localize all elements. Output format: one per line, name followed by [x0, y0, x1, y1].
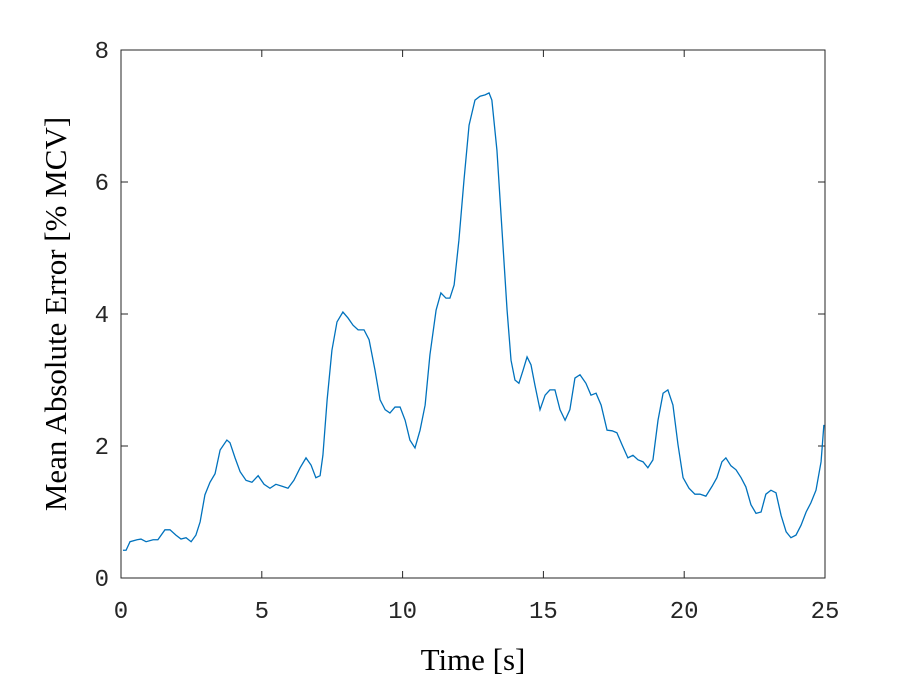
y-tick-label: 6: [95, 171, 109, 198]
x-tick-label: 10: [388, 599, 417, 626]
plot-area: [120, 49, 826, 579]
y-tick-label: 0: [95, 567, 109, 594]
y-tick-label: 8: [95, 39, 109, 66]
data-line: [122, 91, 825, 551]
x-axis-label: Time [s]: [421, 642, 526, 677]
y-tick-label: 2: [95, 435, 109, 462]
y-axis-label: Mean Absolute Error [% MCV]: [38, 117, 73, 511]
x-tick-label: 5: [255, 599, 269, 626]
x-tick-label: 15: [529, 599, 558, 626]
x-tick-label: 25: [811, 599, 840, 626]
y-tick-label: 4: [95, 303, 109, 330]
x-tick-label: 0: [114, 599, 128, 626]
x-tick-label: 20: [670, 599, 699, 626]
